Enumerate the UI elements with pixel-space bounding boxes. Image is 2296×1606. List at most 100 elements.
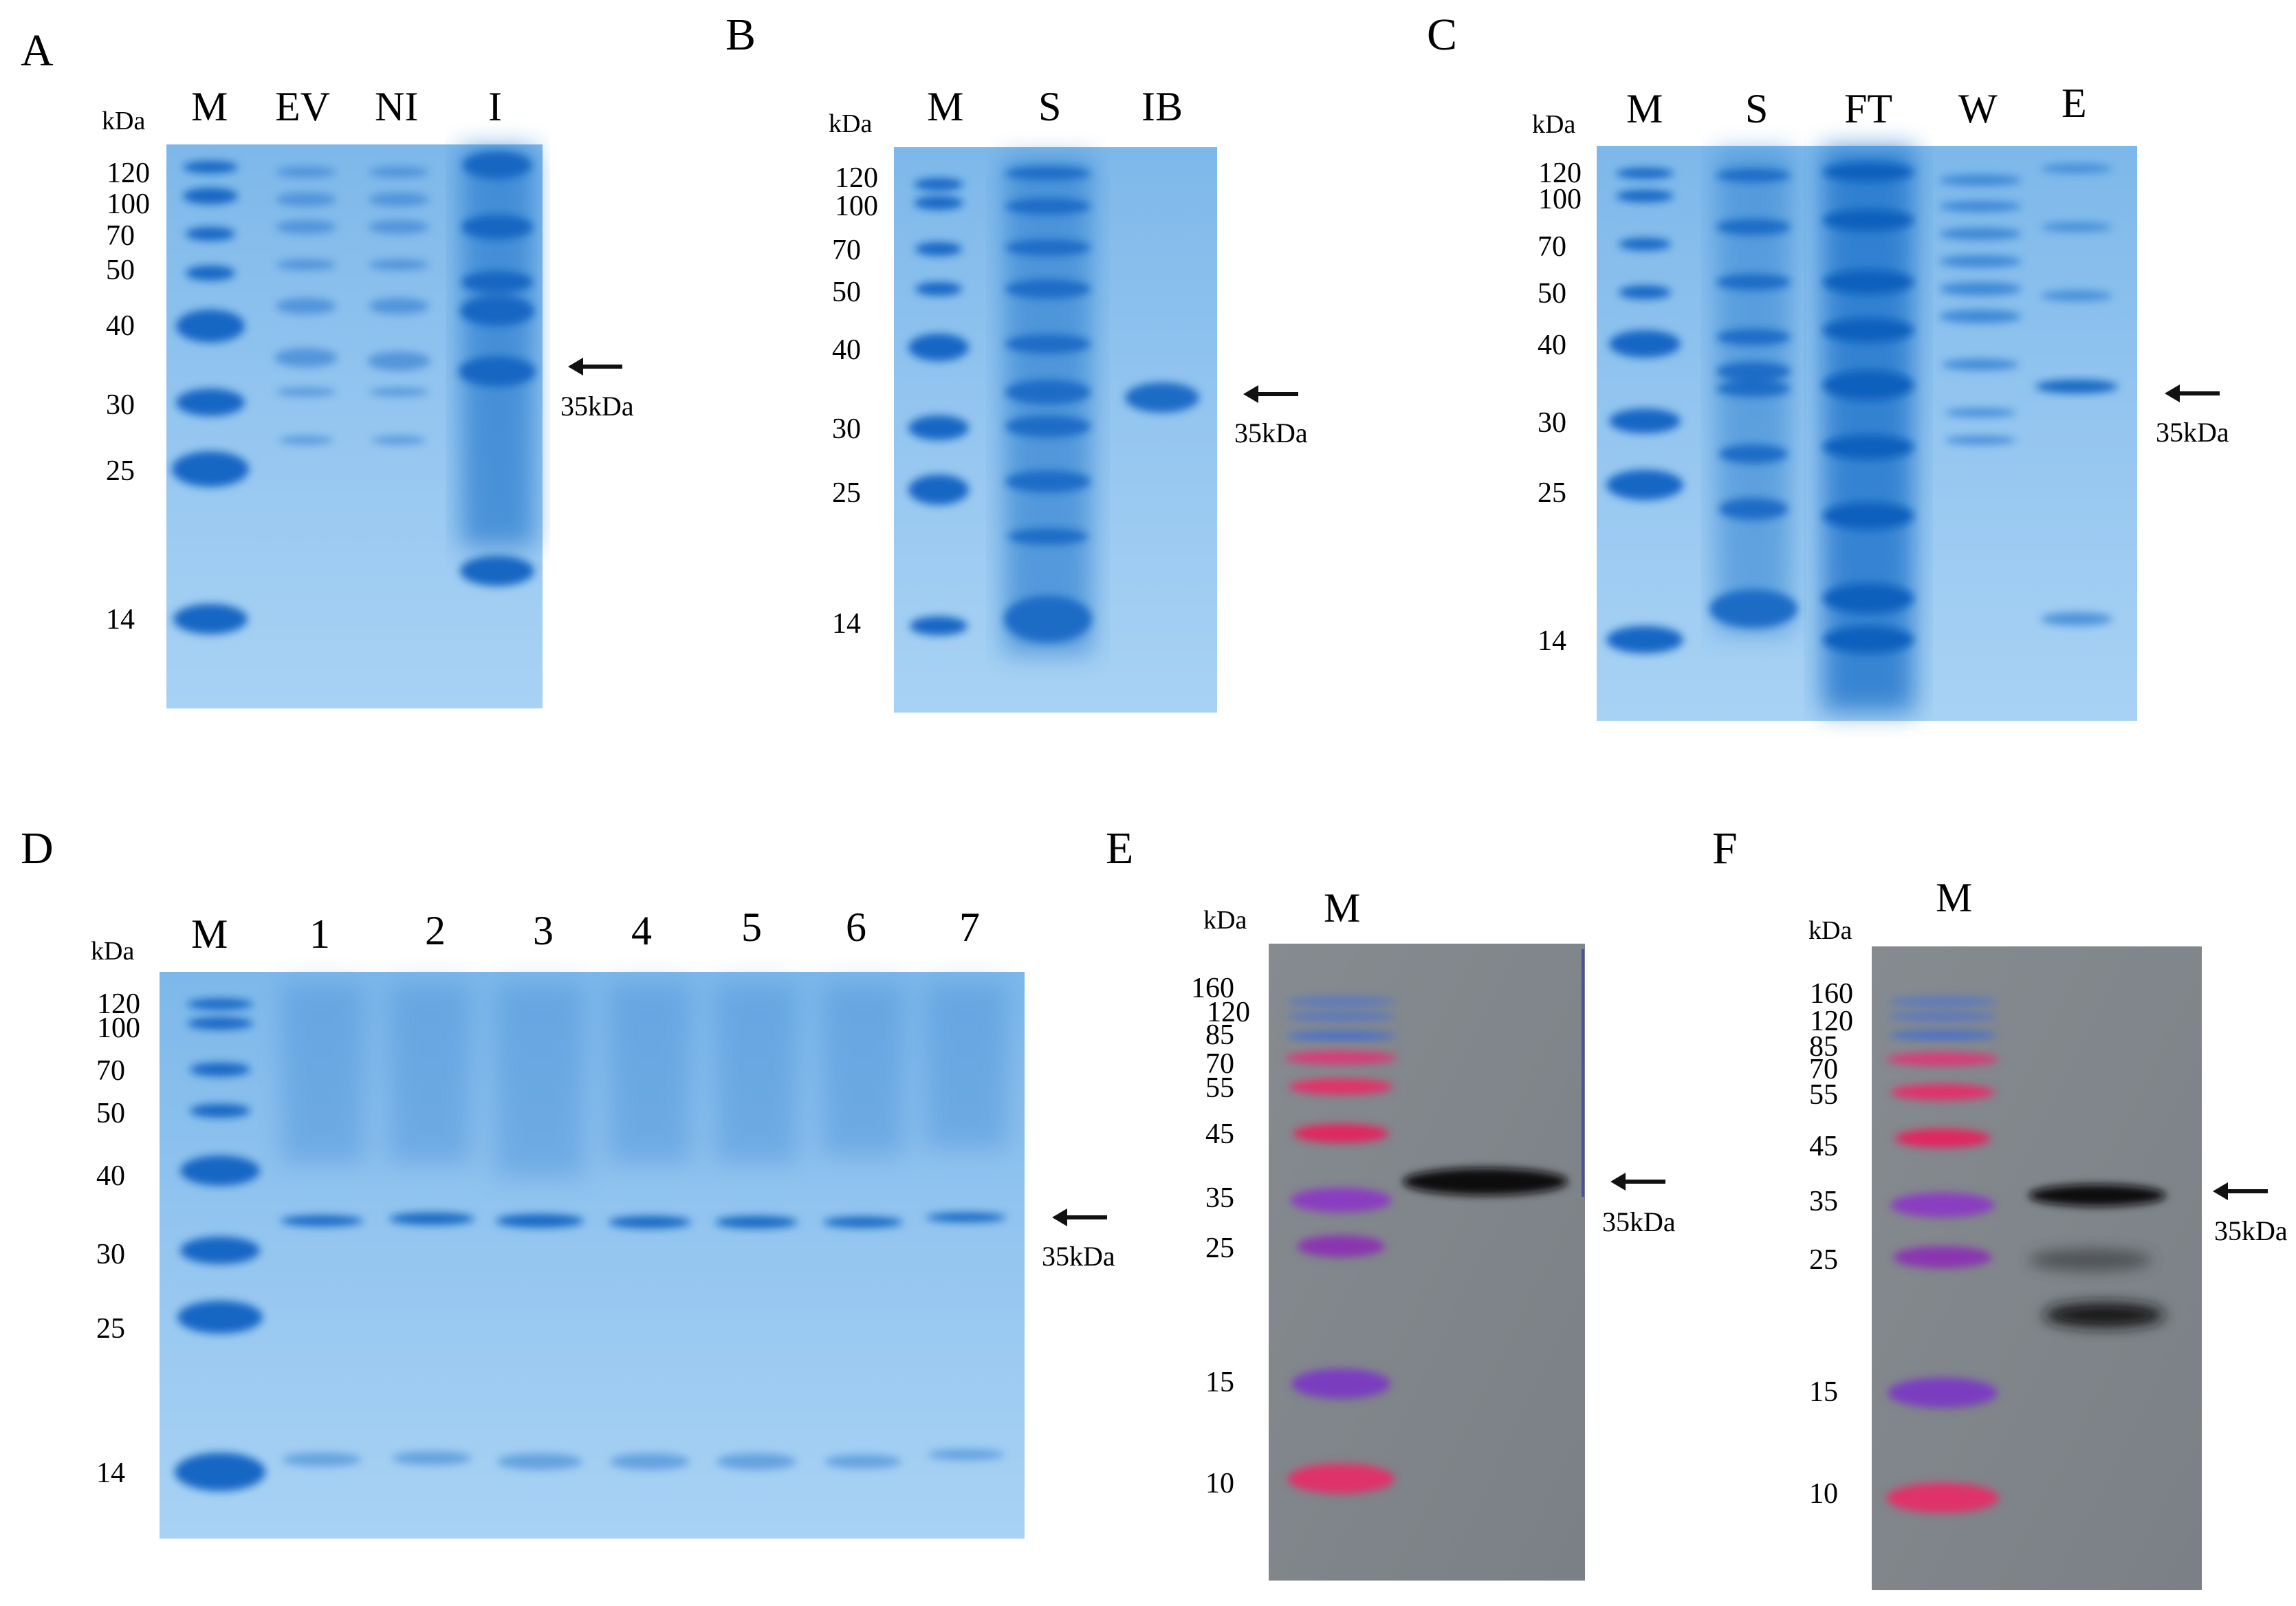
marker-label: 70 [1205,1048,1234,1080]
panel-b: B kDa M S IB 120 100 70 50 40 30 25 14 [725,10,1308,713]
band-size-annotation: 35kDa [1602,1206,1676,1237]
gel-b-bands [908,158,1199,653]
marker-label: 10 [1809,1478,1838,1510]
marker-label: 120 [97,988,140,1020]
marker-label: 40 [106,310,135,342]
marker-label: 55 [1205,1072,1234,1104]
lane-label: E [2062,80,2087,126]
lane-label: S [1745,86,1768,131]
marker-label: 120 [1207,997,1250,1028]
marker-label: 25 [1809,1244,1838,1276]
blot-f-ladder [1886,997,1999,1513]
marker-label: 120 [1538,158,1582,189]
marker-label: 50 [832,276,861,308]
panel-label-c: C [1427,10,1457,60]
marker-label: 70 [1809,1054,1838,1085]
marker-label: 15 [1809,1376,1838,1408]
marker-label: 70 [106,220,135,252]
marker-label: 160 [1191,973,1234,1004]
marker-label: 70 [96,1055,125,1087]
lane-label: EV [275,84,330,129]
kda-unit-label: kDa [102,107,145,135]
lane-label: W [1958,86,1998,131]
lane-label: NI [375,84,418,129]
marker-label: 14 [106,604,135,636]
marker-label: 15 [1205,1367,1234,1398]
marker-label: 14 [96,1457,125,1489]
panel-a: A kDa M EV NI I 120 100 70 50 40 30 25 1… [21,25,634,708]
kda-unit-label: kDa [1532,110,1575,139]
marker-label: 50 [96,1098,125,1129]
band-size-annotation: 35kDa [2156,417,2229,448]
lane-label: M [191,84,228,129]
marker-label: 14 [832,608,861,640]
marker-label: 160 [1810,978,1853,1010]
marker-label: 25 [1205,1233,1234,1264]
lane-label: S [1038,84,1061,129]
marker-label: 30 [832,413,861,445]
band-size-annotation: 35kDa [1234,417,1308,448]
marker-label: 85 [1205,1019,1234,1051]
band-size-annotation: 35kDa [2214,1215,2288,1246]
marker-label: 100 [1538,184,1582,215]
marker-label: 10 [1205,1468,1234,1499]
panel-e: E kDa M 160 120 85 70 55 45 35 25 15 10 [1106,823,1676,1581]
marker-label: 35 [1205,1182,1234,1214]
kda-unit-label: kDa [1203,906,1247,935]
kda-unit-label: kDa [1808,916,1852,945]
panel-label-f: F [1712,823,1738,873]
lane-label: IB [1141,84,1183,129]
marker-label: 25 [96,1313,125,1345]
panel-label-b: B [725,10,756,60]
gel-d-bands [175,984,1007,1491]
marker-label: 70 [832,235,861,266]
panel-f: F kDa M 160 120 85 70 55 45 35 25 15 10 [1712,823,2288,1590]
marker-label: 120 [107,158,150,189]
lane-label: 5 [741,904,762,950]
marker-label: 40 [1538,329,1566,361]
marker-label: 85 [1809,1031,1838,1063]
kda-unit-label: kDa [91,937,134,966]
marker-label: 100 [107,188,150,220]
marker-label: 25 [832,477,861,509]
marker-label: 30 [106,389,135,421]
gel-a-bands [172,148,536,634]
lane-label: I [488,84,502,129]
marker-label: 40 [832,334,861,366]
kda-unit-label: kDa [829,109,872,138]
panel-label-e: E [1106,823,1133,873]
lane-label: M [927,84,963,129]
marker-label: 100 [835,191,878,222]
marker-label: 25 [1538,477,1566,509]
marker-label: 45 [1809,1131,1838,1162]
marker-label: 25 [106,455,135,487]
lane-label: 4 [631,908,652,953]
lane-label: M [1626,86,1663,131]
marker-label: 50 [1538,278,1566,310]
lane-label: 2 [425,908,446,953]
lane-label: 1 [309,911,330,957]
panel-label-d: D [21,823,54,873]
marker-label: 50 [106,254,135,286]
panel-label-a: A [21,25,54,76]
marker-label: 30 [96,1239,125,1270]
gel-c-bands [1606,148,2118,712]
lane-label: M [191,911,228,957]
lane-label: 6 [846,904,866,950]
marker-label: 120 [835,162,878,194]
lane-label: 7 [959,904,980,950]
panel-c: C kDa M S FT W E 120 100 70 50 40 30 25 … [1427,10,2229,721]
lane-label: M [1324,885,1360,931]
band-size-annotation: 35kDa [1042,1241,1115,1272]
blot-f-target-bands [2029,1184,2166,1327]
marker-label: 120 [1810,1006,1853,1037]
marker-label: 100 [97,1012,140,1044]
blot-e-target-band [1403,1168,1568,1195]
marker-label: 35 [1809,1186,1838,1217]
blot-e-ladder [1284,997,1397,1494]
panel-d: D kDa M 1 2 3 4 5 6 7 120 100 70 50 40 3… [21,823,1115,1539]
lane-label: M [1936,875,1972,920]
band-size-annotation: 35kDa [560,391,634,422]
marker-label: 40 [96,1160,125,1192]
